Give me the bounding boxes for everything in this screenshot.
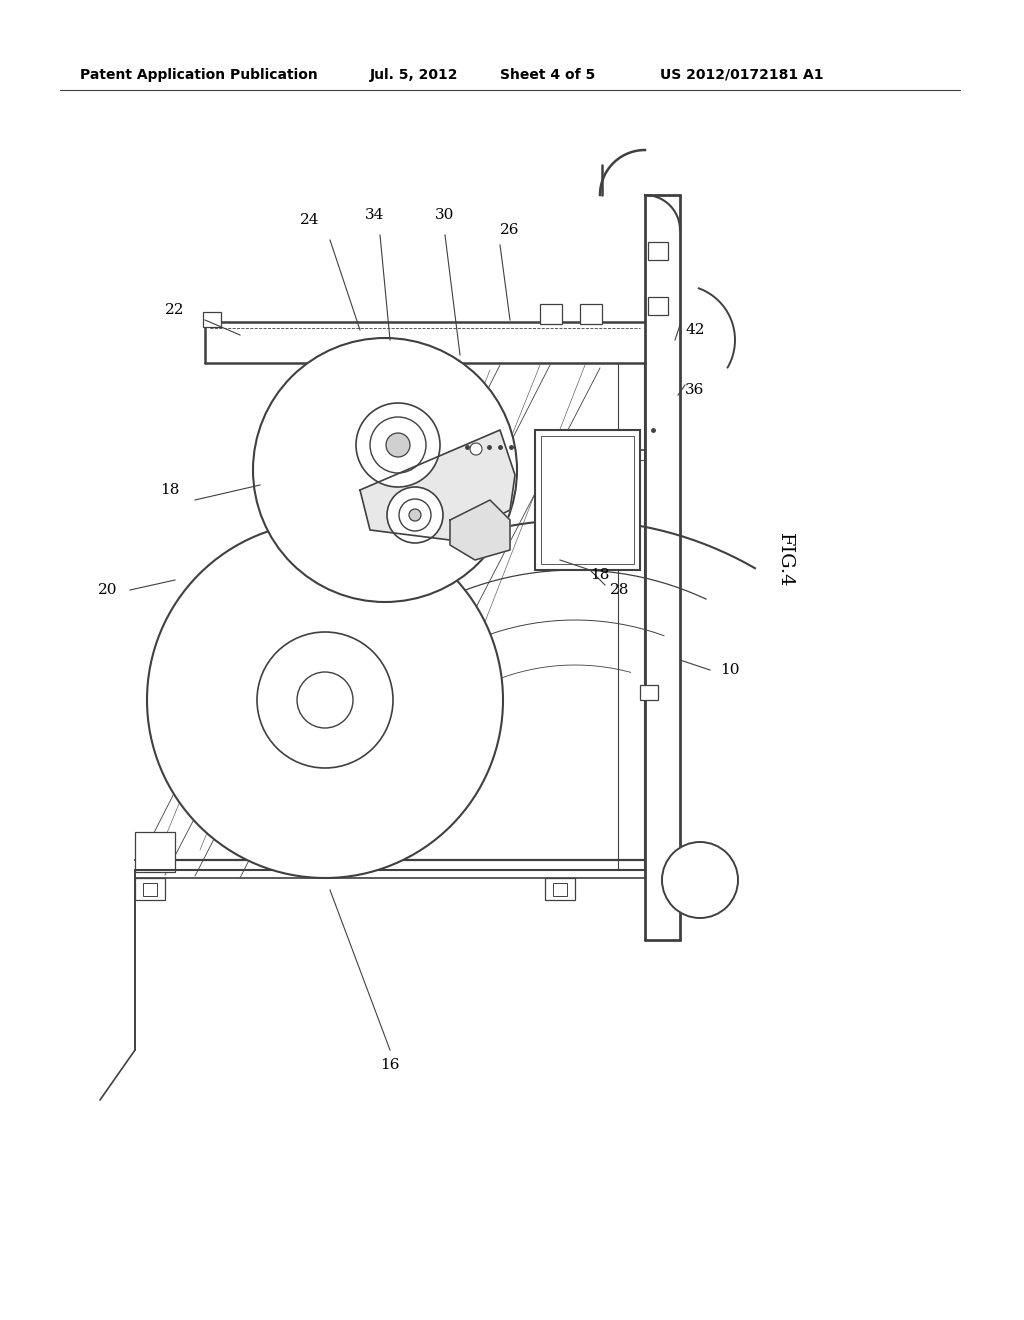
Text: 34: 34 (366, 209, 385, 222)
Text: FIG.4: FIG.4 (776, 533, 794, 587)
Circle shape (399, 499, 431, 531)
Text: 20: 20 (98, 583, 118, 597)
Bar (648, 297, 668, 315)
Polygon shape (360, 430, 515, 540)
Text: 10: 10 (720, 663, 739, 677)
Circle shape (409, 510, 421, 521)
Bar (541, 436, 634, 564)
Circle shape (257, 632, 393, 768)
Text: 42: 42 (685, 323, 705, 337)
Circle shape (147, 521, 503, 878)
Bar (535, 430, 640, 570)
Circle shape (370, 417, 426, 473)
Bar (553, 883, 567, 896)
Text: 18: 18 (590, 568, 609, 582)
Text: 16: 16 (380, 1059, 399, 1072)
Bar (540, 304, 562, 323)
Text: 30: 30 (435, 209, 455, 222)
Bar (135, 878, 165, 900)
Text: US 2012/0172181 A1: US 2012/0172181 A1 (660, 69, 823, 82)
Bar (143, 883, 157, 896)
Bar (648, 242, 668, 260)
Text: Jul. 5, 2012: Jul. 5, 2012 (370, 69, 459, 82)
Text: 36: 36 (685, 383, 705, 397)
Text: 24: 24 (300, 213, 319, 227)
Circle shape (387, 487, 443, 543)
Text: Sheet 4 of 5: Sheet 4 of 5 (500, 69, 595, 82)
Circle shape (356, 403, 440, 487)
Text: Patent Application Publication: Patent Application Publication (80, 69, 317, 82)
Circle shape (297, 672, 353, 729)
Circle shape (470, 444, 482, 455)
Text: 18: 18 (161, 483, 179, 498)
Circle shape (253, 338, 517, 602)
Circle shape (386, 433, 410, 457)
Text: 28: 28 (610, 583, 630, 597)
Polygon shape (450, 500, 510, 560)
Text: 26: 26 (501, 223, 520, 238)
Bar (135, 832, 175, 873)
Bar (203, 312, 221, 327)
Bar (640, 685, 658, 700)
Circle shape (662, 842, 738, 917)
Bar (580, 304, 602, 323)
Bar (545, 878, 575, 900)
Text: 22: 22 (165, 304, 184, 317)
